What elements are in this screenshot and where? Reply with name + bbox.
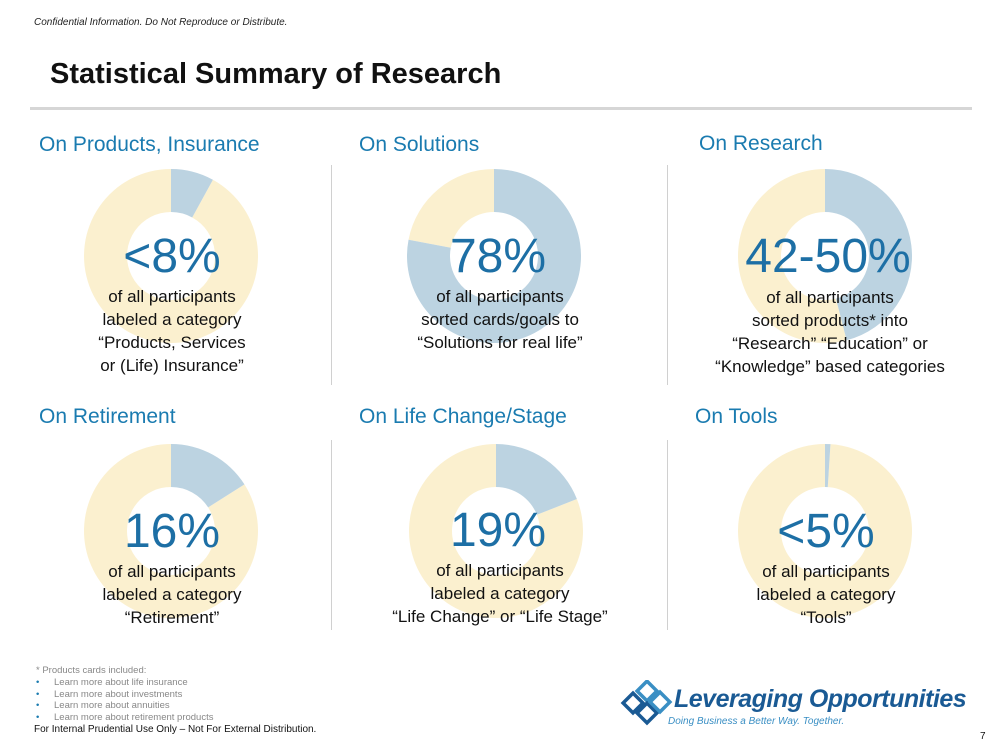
panel-title-solutions: On Solutions <box>359 133 480 156</box>
panel-title-tools: On Tools <box>695 405 778 428</box>
title-divider <box>30 107 972 110</box>
footnote-item-text: Learn more about life insurance <box>54 676 188 688</box>
description-line: sorted cards/goals to <box>421 310 579 329</box>
description-line: labeled a category <box>102 310 242 329</box>
donut-value-slice <box>825 169 912 341</box>
donut-value-slice <box>496 444 577 515</box>
company-logo: Leveraging Opportunities Doing Business … <box>620 678 967 733</box>
footnote-item: • Learn more about life insurance <box>36 677 213 689</box>
description-line: “Research” “Education” or <box>732 334 928 353</box>
logo-diamonds-icon <box>620 680 673 726</box>
column-divider <box>331 440 332 630</box>
stat-retirement: 16% <box>123 505 221 558</box>
description-tools: of all participants labeled a category “… <box>696 560 956 629</box>
column-divider <box>667 440 668 630</box>
column-divider <box>331 165 332 385</box>
description-line: of all participants <box>436 561 564 580</box>
description-line: labeled a category <box>756 585 896 604</box>
panel-title-products: On Products, Insurance <box>39 133 260 156</box>
footnote-item: • Learn more about annuities <box>36 700 213 712</box>
donut-remainder-slice <box>84 444 258 618</box>
description-line: of all participants <box>436 287 564 306</box>
description-line: of all participants <box>766 288 894 307</box>
description-line: “Products, Services <box>98 333 246 352</box>
description-research: of all participants sorted products* int… <box>690 286 970 378</box>
panel-title-research: On Research <box>699 132 823 155</box>
footnote-item-text: Learn more about retirement products <box>54 712 214 724</box>
description-line: of all participants <box>762 562 890 581</box>
page-title: Statistical Summary of Research <box>50 58 502 90</box>
description-line: labeled a category <box>430 584 570 603</box>
description-line: of all participants <box>108 562 236 581</box>
logo-tagline: Doing Business a Better Way. Together. <box>668 716 845 727</box>
description-line: “Knowledge” based categories <box>715 357 945 376</box>
description-line: sorted products* into <box>752 311 908 330</box>
footnote-item-text: Learn more about investments <box>54 688 183 700</box>
donut-chart-life-change <box>409 444 583 618</box>
description-line: of all participants <box>108 287 236 306</box>
bullet-icon: • <box>36 712 40 724</box>
description-line: “Life Change” or “Life Stage” <box>392 607 608 626</box>
confidential-notice: Confidential Information. Do Not Reprodu… <box>34 17 288 28</box>
stat-research: 42-50% <box>745 230 911 283</box>
donut-chart-products <box>84 169 258 343</box>
panel-title-retirement: On Retirement <box>39 405 176 428</box>
description-line: “Solutions for real life” <box>417 333 583 352</box>
description-products: of all participants labeled a category “… <box>42 285 302 377</box>
description-retirement: of all participants labeled a category “… <box>42 560 302 629</box>
stat-life-change: 19% <box>449 504 547 557</box>
stat-tools: <5% <box>777 505 875 558</box>
description-line: or (Life) Insurance” <box>100 356 244 375</box>
donut-remainder-slice <box>738 169 847 343</box>
donut-value-slice <box>407 169 581 343</box>
donut-value-slice <box>171 444 245 508</box>
footnote-item: • Learn more about investments <box>36 689 213 701</box>
donut-value-slice <box>825 444 831 488</box>
donut-chart-research <box>738 169 912 343</box>
bullet-icon: • <box>36 688 40 700</box>
stat-solutions: 78% <box>449 230 547 283</box>
logo-name: Leveraging Opportunities <box>674 685 967 713</box>
description-line: labeled a category <box>102 585 242 604</box>
description-line: “Tools” <box>800 608 852 627</box>
panel-title-life-change: On Life Change/Stage <box>359 405 567 428</box>
column-divider <box>667 165 668 385</box>
description-life-change: of all participants labeled a category “… <box>360 559 640 628</box>
stat-products: <8% <box>123 230 221 283</box>
description-solutions: of all participants sorted cards/goals t… <box>360 285 640 354</box>
internal-use-notice: For Internal Prudential Use Only – Not F… <box>34 724 317 735</box>
donut-remainder-slice <box>408 169 494 248</box>
donut-chart-tools <box>738 444 912 618</box>
donut-remainder-slice <box>84 169 258 343</box>
footnote: * Products cards included: • Learn more a… <box>36 665 213 724</box>
donut-remainder-slice <box>409 444 583 618</box>
footnote-item-text: Learn more about annuities <box>54 700 170 712</box>
donut-chart-retirement <box>84 444 258 618</box>
donut-remainder-slice <box>738 444 912 618</box>
page-number: 7 <box>980 731 986 742</box>
donut-value-slice <box>171 169 213 218</box>
footnote-heading: * Products cards included: <box>36 665 147 676</box>
bullet-icon: • <box>36 700 40 712</box>
bullet-icon: • <box>36 676 40 688</box>
description-line: “Retirement” <box>124 608 220 627</box>
donut-chart-solutions <box>407 169 581 343</box>
footnote-item: • Learn more about retirement products <box>36 712 213 724</box>
